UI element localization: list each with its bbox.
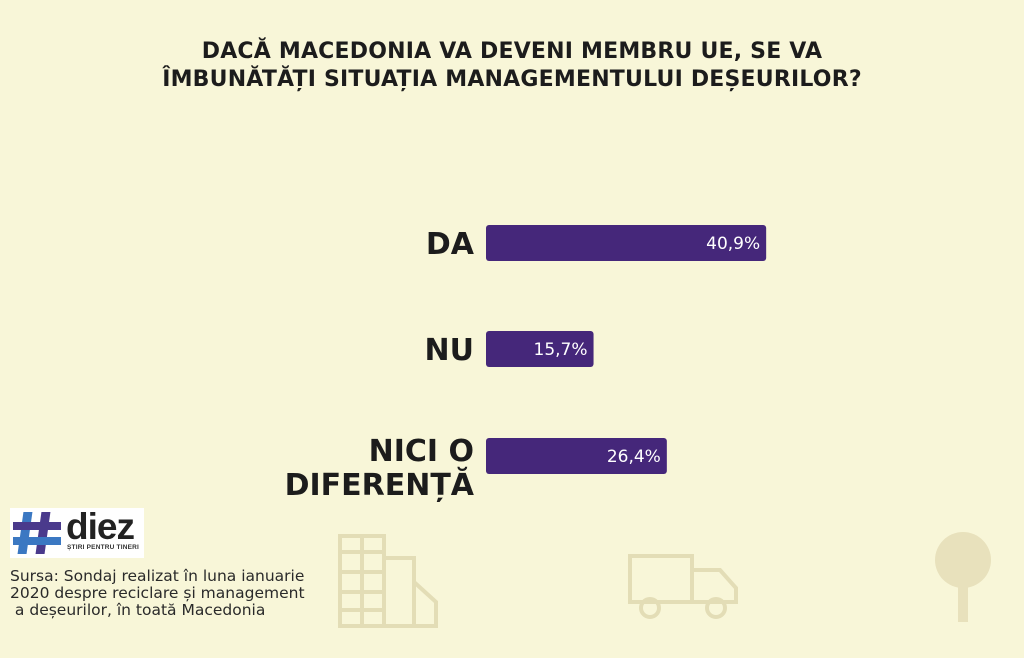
hashtag-logo-icon: [13, 512, 61, 554]
source-note: Sursa: Sondaj realizat în luna ianuarie …: [10, 567, 305, 619]
bar-1: [486, 331, 594, 367]
logo-tagline: ȘTIRI PENTRU TINERI: [67, 544, 140, 551]
category-label-2-1: DIFERENȚĂ: [285, 466, 475, 503]
bar-2: [486, 438, 667, 474]
building-icon: [338, 534, 438, 628]
chart-title: DACĂ MACEDONIA VA DEVENI MEMBRU UE, SE V…: [0, 38, 1024, 94]
logo-word: diez: [66, 506, 135, 547]
chart-title-line-2: ÎMBUNĂTĂȚI SITUAȚIA MANAGEMENTULUI DEȘEU…: [162, 67, 862, 92]
truck-icon: [628, 554, 738, 619]
bar-value-label-1: 15,7%: [534, 340, 588, 360]
bar-value-label-0: 40,9%: [706, 234, 760, 254]
bar-0: [486, 225, 767, 261]
bar-value-label-2: 26,4%: [607, 447, 661, 467]
diez-logo: diez ȘTIRI PENTRU TINERI: [10, 506, 144, 558]
tree-icon: [935, 532, 991, 622]
chart-title-line-1: DACĂ MACEDONIA VA DEVENI MEMBRU UE, SE V…: [201, 39, 823, 64]
category-label-0-0: DA: [426, 227, 475, 262]
category-label-2-0: NICI O: [369, 434, 474, 469]
category-label-1-0: NU: [425, 333, 474, 368]
